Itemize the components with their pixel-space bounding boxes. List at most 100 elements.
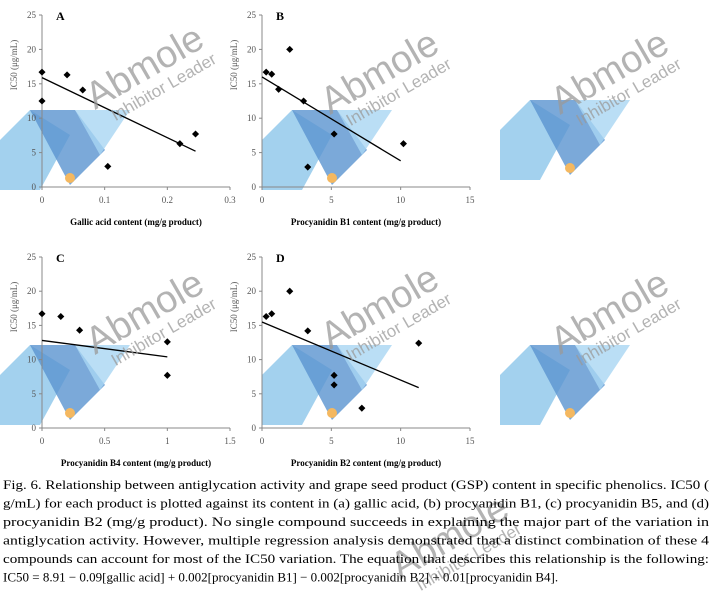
caption-line: IC50 = 8.91 − 0.09[gallic acid] + 0.002[… [3,570,558,585]
data-point [330,371,338,379]
data-point [163,338,171,346]
data-point [286,45,294,53]
logo [500,345,630,425]
scatter-plot: 0 5 10 15 20 25 0 5 10 15 B Procyanidin B1 content … [229,9,475,227]
x-tick-label: 0.5 [99,436,111,446]
y-tick-label: 25 [247,10,257,20]
x-tick-label: 10 [396,436,406,446]
data-point [76,326,84,334]
data-point [38,68,46,76]
y-tick-label: 15 [247,79,257,89]
y-tick-label: 10 [27,113,37,123]
panel-label: A [56,9,65,23]
logo-dot [65,173,75,183]
logo-shape [337,345,392,390]
logo-dot [327,173,337,183]
data-point [415,339,423,347]
data-point [358,404,366,412]
logo [0,345,130,425]
x-tick-label: 0.3 [224,195,236,205]
x-tick-label: 0.2 [162,195,173,205]
watermark-logos [0,100,630,425]
y-tick-label: 0 [32,182,37,192]
data-point [268,310,276,318]
x-tick-label: 1 [165,436,170,446]
x-tick-label: 5 [329,436,334,446]
caption-line: compounds can account for most of the IC… [3,551,709,566]
data-point [57,312,65,321]
logo-shape [75,345,130,390]
y-tick-label: 20 [247,286,257,296]
caption-line: procyanidin B2 (mg/g product). No single… [3,514,710,529]
trendline [261,76,402,162]
x-tick-label: 15 [466,195,476,205]
data-point [268,70,276,78]
data-point [79,86,87,94]
y-axis-label: IC50 (μg/mL) [9,282,19,333]
data-point [63,71,71,79]
x-axis-label: Gallic acid content (mg/g product) [70,217,202,227]
y-tick-label: 25 [27,10,37,20]
data-point [399,140,407,148]
scatter-plot: 0 5 10 15 20 25 0 0.1 0.2 0.3 A Gallic acid content… [9,9,236,227]
x-axis-label: Procyanidin B1 content (mg/g product) [291,217,441,227]
y-tick-label: 25 [247,252,257,262]
x-tick-label: 15 [466,436,476,446]
data-point [304,327,312,335]
y-axis-label: IC50 (μg/mL) [229,282,239,333]
data-point [38,310,46,318]
y-tick-label: 10 [27,355,37,365]
logo-dot [65,408,75,418]
x-axis-label: Procyanidin B2 content (mg/g product) [291,458,441,468]
y-tick-label: 10 [247,113,257,123]
caption-line: g/mL) for each product is plotted agains… [3,496,709,511]
logo-shape [337,110,392,155]
caption-line: antiglycation activity. However, multipl… [3,533,710,548]
logo [0,110,130,190]
x-tick-label: 0.1 [99,195,110,205]
data-point [163,371,171,379]
data-point [104,162,112,170]
logo [500,100,630,180]
y-tick-label: 20 [27,44,37,54]
scatter-plot: 0 5 10 15 20 25 0 0.5 1 1.5 C Procyanidin B4 conten… [9,251,236,468]
panel-label: C [56,251,65,265]
x-axis-label: Procyanidin B4 content (mg/g product) [61,458,211,468]
y-tick-label: 5 [32,389,37,399]
logo [262,345,392,425]
scatter-plot: 0 5 10 15 20 25 0 5 10 15 D Procyanidin B2 content … [229,251,475,468]
y-tick-label: 5 [32,148,37,158]
x-tick-label: 0 [260,436,265,446]
y-tick-label: 15 [27,79,37,89]
caption: Fig. 6. Relationship between antiglycati… [3,477,710,585]
y-tick-label: 0 [252,423,257,433]
logo-dot [327,408,337,418]
data-point [286,287,294,295]
logo [262,110,392,190]
data-point [330,130,338,138]
data-point [262,68,270,76]
data-point [262,312,270,321]
data-point [38,97,46,105]
x-tick-label: 5 [329,195,334,205]
x-tick-label: 0 [260,195,265,205]
x-tick-label: 1.5 [224,436,236,446]
y-tick-label: 5 [252,148,257,158]
x-tick-label: 0 [40,436,45,446]
x-tick-label: 10 [396,195,406,205]
logo-dot [565,163,575,173]
y-tick-label: 20 [247,44,257,54]
trendline [41,339,168,358]
caption-line: Fig. 6. Relationship between antiglycati… [3,477,709,492]
data-point [330,381,338,389]
logo-shape [575,345,630,390]
data-point [191,130,200,138]
y-tick-label: 0 [252,182,257,192]
logo-shape [575,100,630,145]
y-axis-label: IC50 (μg/mL) [229,40,239,91]
panel-label: D [276,251,285,265]
y-tick-label: 15 [27,320,37,330]
